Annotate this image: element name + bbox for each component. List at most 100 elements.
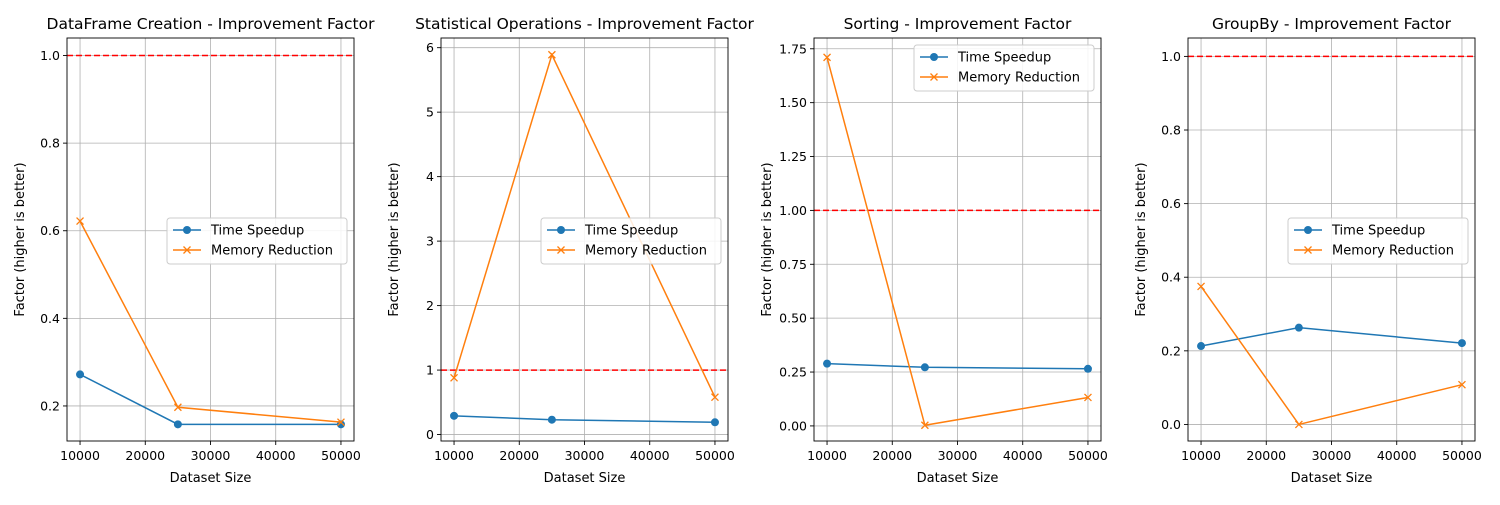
- chart-title: GroupBy - Improvement Factor: [1212, 15, 1452, 33]
- x-axis-label: Dataset Size: [170, 471, 252, 486]
- chart-panel-1: 10000 20000 30000 40000 50000 0.2 0.4 0.6 0.8 1.0…: [13, 15, 375, 486]
- data-point-circle: [450, 411, 459, 420]
- y-axis-label: Factor (higher is better): [760, 162, 775, 316]
- legend-box: [540, 217, 722, 265]
- y-tick-label: 0.4: [1161, 270, 1181, 285]
- y-tick-label: 5: [426, 105, 434, 120]
- x-tick-label: 30000: [938, 448, 978, 463]
- x-tick-label: 20000: [125, 448, 165, 463]
- data-point-circle: [1083, 364, 1092, 373]
- data-point-x: [547, 50, 556, 59]
- y-tick-label: 0.4: [40, 311, 60, 326]
- y-tick-label: 0.2: [1161, 343, 1181, 358]
- data-point-x: [1294, 420, 1303, 429]
- data-point-x: [173, 403, 182, 412]
- legend-marker-x: [930, 73, 938, 81]
- legend-marker-circle: [183, 226, 191, 234]
- x-tick-label: 40000: [630, 448, 670, 463]
- y-tick-label: 0.75: [779, 257, 807, 272]
- legend-label: Time Speedup: [584, 224, 678, 239]
- data-point-circle: [76, 370, 85, 379]
- x-tick-label: 30000: [191, 448, 231, 463]
- data-point-x: [1197, 282, 1206, 291]
- y-tick-label: 4: [426, 169, 434, 184]
- y-tick-label: 1.75: [779, 41, 807, 56]
- y-tick-label: 2: [426, 298, 434, 313]
- data-point-x: [1083, 393, 1092, 402]
- x-tick-label: 20000: [872, 448, 912, 463]
- x-tick-label: 50000: [321, 448, 361, 463]
- chart-title: Sorting - Improvement Factor: [844, 15, 1072, 33]
- x-tick-label: 10000: [60, 448, 100, 463]
- y-tick-label: 3: [426, 234, 434, 249]
- y-tick-label: 0.25: [779, 365, 807, 380]
- x-axis-label: Dataset Size: [917, 471, 999, 486]
- legend-box: [166, 217, 348, 265]
- y-tick-label: 1.0: [40, 48, 60, 63]
- legend-marker-circle: [557, 226, 565, 234]
- y-tick-label: 0.00: [779, 418, 807, 433]
- legend-label: Time Speedup: [1331, 224, 1425, 239]
- y-tick-label: 1.50: [779, 95, 807, 110]
- data-point-x: [450, 373, 459, 382]
- data-point-x: [920, 421, 929, 430]
- legend-label: Memory Reduction: [958, 71, 1080, 86]
- y-tick-label: 6: [426, 40, 434, 55]
- legend-marker-x: [557, 246, 565, 254]
- x-tick-label: 50000: [1068, 448, 1108, 463]
- y-tick-label: 0.6: [40, 223, 60, 238]
- x-tick-label: 10000: [434, 448, 474, 463]
- legend-marker-circle: [930, 53, 938, 61]
- y-tick-label: 0.8: [1161, 123, 1181, 138]
- legend: Time Speedup Memory Reduction: [540, 217, 722, 265]
- x-tick-label: 40000: [1003, 448, 1043, 463]
- legend: Time Speedup Memory Reduction: [913, 44, 1095, 92]
- x-tick-label: 40000: [256, 448, 296, 463]
- legend: Time Speedup Memory Reduction: [1287, 217, 1469, 265]
- legend-marker-x: [1304, 246, 1312, 254]
- y-tick-label: 1.00: [779, 203, 807, 218]
- y-tick-label: 0.50: [779, 311, 807, 326]
- chart-panel-2: 10000 20000 30000 40000 50000 0 1 2 3 4 5 6 Statisti…: [387, 15, 755, 486]
- x-tick-label: 20000: [499, 448, 539, 463]
- data-point-circle: [710, 418, 719, 427]
- x-axis-label: Dataset Size: [1291, 471, 1373, 486]
- data-point-circle: [920, 363, 929, 372]
- data-point-circle: [1294, 323, 1303, 332]
- legend-label: Time Speedup: [957, 51, 1051, 66]
- chart-title: DataFrame Creation - Improvement Factor: [47, 15, 376, 33]
- legend-label: Memory Reduction: [585, 244, 707, 259]
- x-tick-label: 50000: [695, 448, 735, 463]
- legend-label: Memory Reduction: [211, 244, 333, 259]
- y-tick-label: 1.0: [1161, 49, 1181, 64]
- x-tick-label: 20000: [1246, 448, 1286, 463]
- y-tick-label: 0.8: [40, 136, 60, 151]
- data-point-circle: [1197, 342, 1206, 351]
- y-tick-label: 1: [426, 363, 434, 378]
- x-tick-label: 40000: [1377, 448, 1417, 463]
- legend: Time Speedup Memory Reduction: [166, 217, 348, 265]
- x-tick-label: 30000: [565, 448, 605, 463]
- data-point-x: [336, 418, 345, 427]
- legend-box: [913, 44, 1095, 92]
- legend-box: [1287, 217, 1469, 265]
- y-tick-label: 0.6: [1161, 196, 1181, 211]
- legend-label: Time Speedup: [210, 224, 304, 239]
- y-tick-label: 1.25: [779, 149, 807, 164]
- y-tick-label: 0: [426, 427, 434, 442]
- data-point-circle: [1457, 339, 1466, 348]
- y-tick-label: 0.2: [40, 398, 60, 413]
- data-point-x: [1457, 380, 1466, 389]
- x-tick-label: 50000: [1442, 448, 1482, 463]
- data-point-x: [76, 217, 85, 226]
- data-point-circle: [547, 415, 556, 424]
- chart-panel-4: 10000 20000 30000 40000 50000 0.0 0.2 0.4 0.6 0.8…: [1134, 15, 1482, 486]
- data-point-x: [710, 393, 719, 402]
- x-tick-label: 30000: [1312, 448, 1352, 463]
- legend-marker-x: [183, 246, 191, 254]
- chart-panel-3: 10000 20000 30000 40000 50000 0.00 0.25 0.50 0.7…: [760, 15, 1108, 486]
- legend-marker-circle: [1304, 226, 1312, 234]
- x-tick-label: 10000: [1181, 448, 1221, 463]
